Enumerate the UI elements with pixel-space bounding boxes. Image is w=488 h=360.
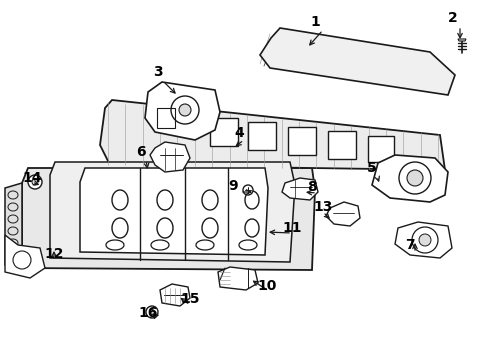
Polygon shape: [327, 131, 355, 159]
Circle shape: [13, 251, 31, 269]
Circle shape: [146, 306, 158, 318]
Polygon shape: [457, 39, 465, 41]
Polygon shape: [287, 127, 315, 155]
Circle shape: [411, 227, 437, 253]
Text: 1: 1: [309, 15, 319, 29]
Circle shape: [28, 175, 42, 189]
Polygon shape: [5, 235, 45, 278]
Polygon shape: [145, 82, 220, 140]
Text: 9: 9: [227, 179, 237, 193]
Text: 11: 11: [282, 221, 301, 235]
Text: 10: 10: [257, 279, 276, 293]
Text: 15: 15: [180, 292, 199, 306]
Text: 7: 7: [404, 238, 414, 252]
Circle shape: [243, 185, 252, 195]
Polygon shape: [282, 178, 317, 200]
Polygon shape: [394, 222, 451, 258]
Text: 14: 14: [22, 171, 41, 185]
Text: 5: 5: [366, 161, 376, 175]
Circle shape: [398, 162, 430, 194]
Polygon shape: [5, 183, 22, 268]
Polygon shape: [367, 136, 393, 162]
Polygon shape: [50, 162, 294, 262]
Text: 2: 2: [447, 11, 457, 25]
Polygon shape: [160, 284, 190, 306]
Circle shape: [418, 234, 430, 246]
Polygon shape: [100, 100, 444, 170]
Text: 6: 6: [136, 145, 145, 159]
Text: 13: 13: [312, 200, 332, 214]
Text: 16: 16: [138, 306, 157, 320]
Circle shape: [171, 96, 199, 124]
Polygon shape: [22, 168, 314, 270]
Polygon shape: [218, 267, 258, 290]
Polygon shape: [80, 168, 267, 255]
Polygon shape: [150, 142, 190, 172]
Text: 8: 8: [306, 180, 316, 194]
Polygon shape: [371, 155, 447, 202]
Circle shape: [179, 104, 191, 116]
Polygon shape: [260, 28, 454, 95]
Text: 4: 4: [234, 126, 243, 140]
Text: 3: 3: [153, 65, 163, 79]
Polygon shape: [325, 202, 359, 226]
Circle shape: [406, 170, 422, 186]
Circle shape: [32, 179, 38, 185]
Circle shape: [149, 310, 154, 315]
Polygon shape: [209, 118, 238, 146]
Text: 12: 12: [44, 247, 63, 261]
Polygon shape: [247, 122, 275, 150]
